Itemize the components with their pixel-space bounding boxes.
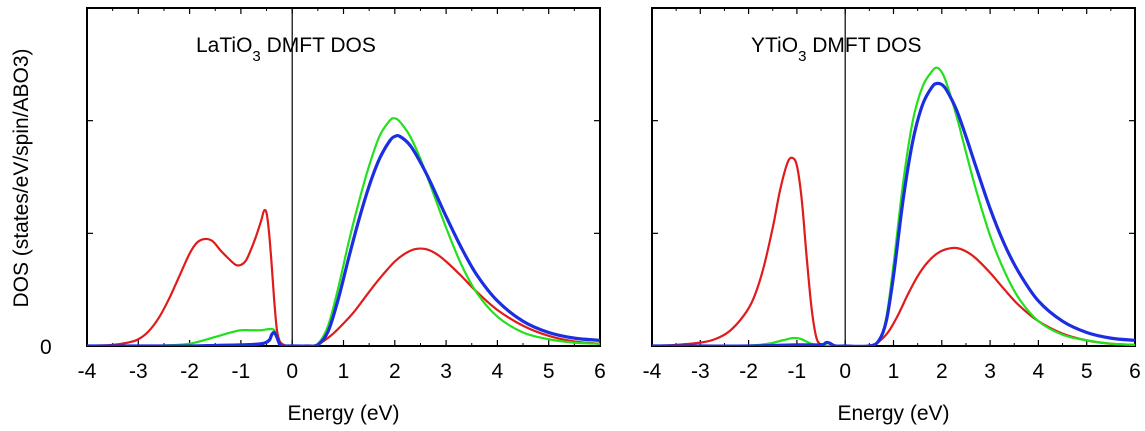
x-tick-label: -4 bbox=[78, 360, 97, 383]
plot-frame bbox=[86, 7, 601, 347]
panel-title-rest: DMFT DOS bbox=[806, 34, 921, 57]
x-tick-label: 1 bbox=[888, 360, 900, 383]
blue-curve bbox=[652, 81, 1135, 346]
panel-title-subscript: 3 bbox=[798, 48, 806, 65]
x-tick-label: 6 bbox=[594, 360, 606, 383]
x-axis-title: Energy (eV) bbox=[837, 402, 949, 425]
panel-title: LaTiO3 DMFT DOS bbox=[196, 34, 376, 65]
green-curve bbox=[652, 66, 1135, 346]
x-tick-label: 2 bbox=[936, 360, 948, 383]
x-tick-label: -1 bbox=[788, 360, 807, 383]
x-tick-label: 4 bbox=[1033, 360, 1045, 383]
x-tick-label: 6 bbox=[1129, 360, 1141, 383]
y-axis-title: DOS (states/eV/spin/ABO3) bbox=[10, 48, 33, 307]
panel-title-rest: DMFT DOS bbox=[261, 34, 376, 57]
x-axis-title: Energy (eV) bbox=[287, 402, 399, 425]
green-curve bbox=[87, 117, 600, 346]
x-tick-label: -2 bbox=[739, 360, 758, 383]
blue-curve bbox=[87, 133, 600, 346]
x-tick-label: -3 bbox=[129, 360, 148, 383]
red-curve bbox=[652, 156, 1135, 346]
x-tick-label: 5 bbox=[543, 360, 555, 383]
x-tick-label: -3 bbox=[691, 360, 710, 383]
plot-frame bbox=[651, 7, 1136, 347]
x-tick-label: -1 bbox=[232, 360, 251, 383]
x-tick-label: -4 bbox=[643, 360, 662, 383]
x-tick-label: 2 bbox=[389, 360, 401, 383]
panel-title-subscript: 3 bbox=[252, 48, 260, 65]
y-tick-label: 0 bbox=[40, 336, 52, 359]
x-tick-label: 0 bbox=[286, 360, 298, 383]
panel-title: YTiO3 DMFT DOS bbox=[751, 34, 922, 65]
panel-title-main: YTiO bbox=[751, 34, 798, 57]
x-tick-label: 1 bbox=[338, 360, 350, 383]
panel-title-main: LaTiO bbox=[196, 34, 252, 57]
x-tick-label: 5 bbox=[1081, 360, 1093, 383]
x-tick-label: 4 bbox=[492, 360, 504, 383]
x-tick-label: -2 bbox=[180, 360, 199, 383]
x-tick-label: 0 bbox=[839, 360, 851, 383]
x-tick-label: 3 bbox=[984, 360, 996, 383]
x-tick-label: 3 bbox=[440, 360, 452, 383]
